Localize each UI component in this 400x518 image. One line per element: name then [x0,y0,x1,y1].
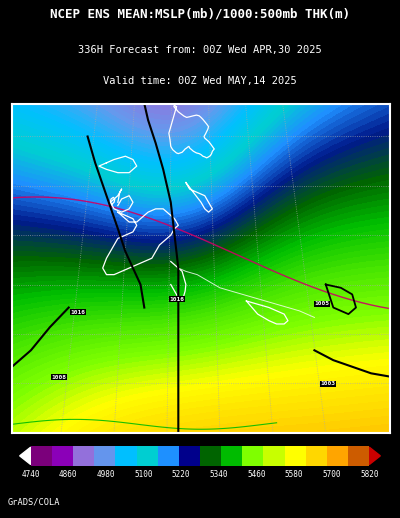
Bar [73,446,94,466]
Bar [221,446,242,466]
Bar [94,446,115,466]
Text: 5820: 5820 [360,469,378,479]
Text: 1008: 1008 [52,375,67,380]
Text: 5460: 5460 [247,469,266,479]
Bar [200,446,221,466]
Text: 5100: 5100 [134,469,153,479]
Text: 4860: 4860 [59,469,78,479]
Text: 1003: 1003 [320,381,335,386]
Text: 5220: 5220 [172,469,190,479]
Text: 5340: 5340 [210,469,228,479]
Text: 336H Forecast from: 00Z Wed APR,30 2025: 336H Forecast from: 00Z Wed APR,30 2025 [78,45,322,55]
Text: 5700: 5700 [322,469,341,479]
Polygon shape [20,447,31,465]
Bar [306,446,327,466]
Bar [285,446,306,466]
Bar [327,446,348,466]
Text: 4740: 4740 [22,469,40,479]
Text: 4980: 4980 [97,469,115,479]
Text: NCEP ENS MEAN:MSLP(mb)/1000:500mb THK(m): NCEP ENS MEAN:MSLP(mb)/1000:500mb THK(m) [50,7,350,20]
Bar [264,446,285,466]
Bar [158,446,179,466]
Text: 1016: 1016 [71,310,86,315]
Bar [179,446,200,466]
Text: Valid time: 00Z Wed MAY,14 2025: Valid time: 00Z Wed MAY,14 2025 [103,77,297,87]
Bar [242,446,264,466]
Text: 1016: 1016 [170,297,185,302]
Bar [52,446,73,466]
Bar [31,446,52,466]
Bar [115,446,136,466]
Text: 1005: 1005 [314,301,330,306]
Text: 5580: 5580 [285,469,303,479]
Polygon shape [369,447,380,465]
Text: GrADS/COLA: GrADS/COLA [8,497,60,506]
Bar [348,446,369,466]
Bar [136,446,158,466]
